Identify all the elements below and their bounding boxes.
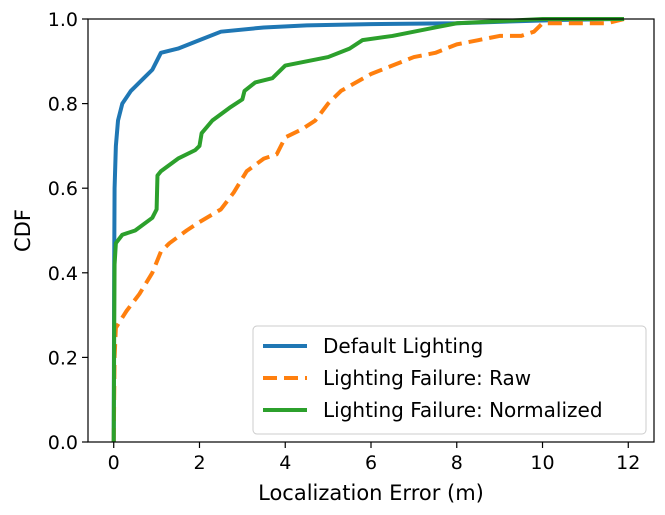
y-tick-label: 0.0 xyxy=(48,432,78,454)
legend-label-default-lighting: Default Lighting xyxy=(323,334,483,358)
y-tick-label: 0.2 xyxy=(48,347,78,369)
plot-lines xyxy=(111,17,625,443)
y-axis-ticks: 0.0 0.2 0.4 0.6 0.8 1.0 xyxy=(48,9,88,454)
y-tick-label: 0.6 xyxy=(48,178,78,200)
x-tick-label: 0 xyxy=(108,452,120,474)
series-line-lighting-failure-normalized xyxy=(111,17,624,443)
x-tick-label: 2 xyxy=(193,452,205,474)
series-line-lighting-failure-raw xyxy=(111,17,625,443)
x-tick-label: 4 xyxy=(279,452,291,474)
x-axis-ticks: 0 2 4 6 8 10 12 xyxy=(108,442,640,474)
legend-label-lighting-failure-raw: Lighting Failure: Raw xyxy=(323,366,531,390)
x-tick-label: 8 xyxy=(451,452,463,474)
legend-box xyxy=(252,325,647,435)
y-tick-label: 1.0 xyxy=(48,9,78,31)
legend: Default Lighting Lighting Failure: Raw L… xyxy=(252,325,647,435)
y-tick-label: 0.8 xyxy=(48,94,78,116)
y-tick-label: 0.4 xyxy=(48,263,78,285)
y-axis-label: CDF xyxy=(11,209,35,252)
x-tick-label: 10 xyxy=(530,452,554,474)
series-line-default-lighting xyxy=(111,17,620,443)
legend-label-lighting-failure-normalized: Lighting Failure: Normalized xyxy=(323,398,603,422)
x-tick-label: 6 xyxy=(365,452,377,474)
x-axis-label: Localization Error (m) xyxy=(258,481,484,505)
x-tick-label: 12 xyxy=(616,452,640,474)
